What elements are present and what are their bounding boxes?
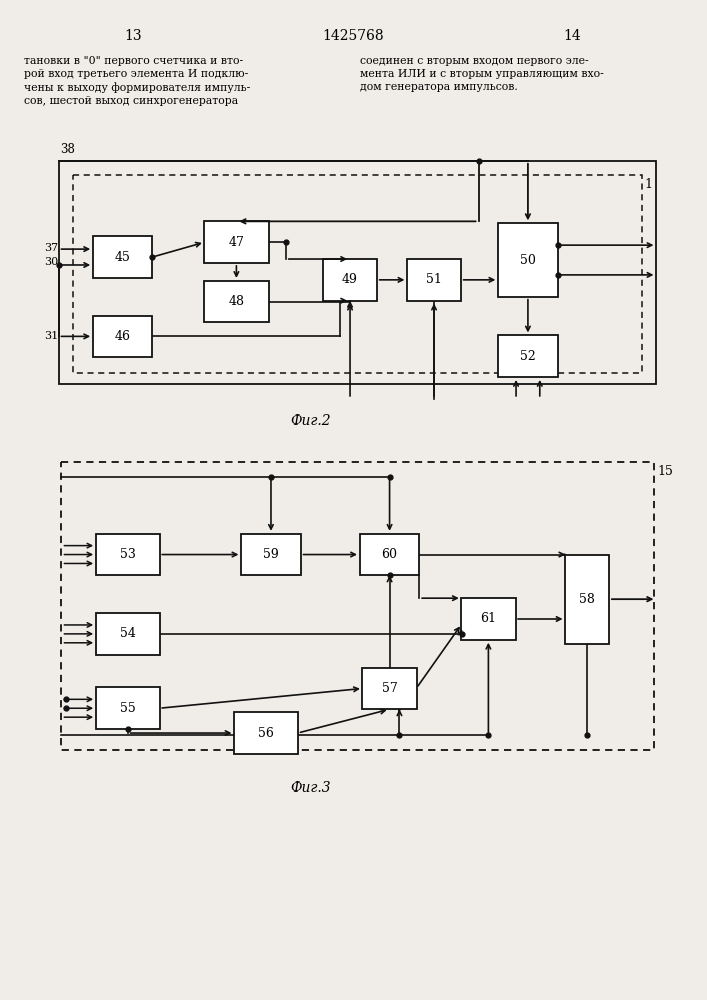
Text: 56: 56: [258, 727, 274, 740]
Bar: [95, 534, 160, 575]
Bar: [461, 598, 515, 640]
Bar: [498, 223, 558, 297]
Bar: [93, 316, 153, 357]
Text: 57: 57: [382, 682, 397, 695]
Text: 13: 13: [124, 29, 141, 43]
Text: 48: 48: [228, 295, 245, 308]
Text: 58: 58: [579, 593, 595, 606]
Text: 38: 38: [61, 143, 76, 156]
Text: 15: 15: [658, 465, 673, 478]
Text: 53: 53: [119, 548, 136, 561]
Bar: [360, 534, 419, 575]
Bar: [62, 462, 655, 750]
Bar: [95, 613, 160, 655]
Text: 59: 59: [263, 548, 279, 561]
Bar: [323, 259, 378, 301]
Bar: [407, 259, 461, 301]
Text: 1425768: 1425768: [322, 29, 384, 43]
Text: 47: 47: [228, 236, 245, 249]
Text: 51: 51: [426, 273, 442, 286]
Text: 45: 45: [115, 251, 131, 264]
Bar: [363, 668, 416, 709]
Text: тановки в "0" первого счетчика и вто-
рой вход третьего элемента И подклю-
чены : тановки в "0" первого счетчика и вто- ро…: [24, 56, 250, 106]
Text: 61: 61: [480, 612, 496, 626]
Bar: [95, 687, 160, 729]
Bar: [565, 555, 609, 644]
Text: 14: 14: [563, 29, 581, 43]
Bar: [241, 534, 300, 575]
Text: 49: 49: [342, 273, 358, 286]
Bar: [204, 221, 269, 263]
Text: 60: 60: [382, 548, 397, 561]
Text: 1: 1: [645, 178, 653, 191]
Text: 30: 30: [45, 257, 59, 267]
Text: 46: 46: [115, 330, 131, 343]
Text: 50: 50: [520, 254, 536, 267]
Text: Фиг.3: Фиг.3: [290, 781, 331, 795]
Text: 54: 54: [119, 627, 136, 640]
Bar: [234, 712, 298, 754]
Bar: [498, 335, 558, 377]
Text: 52: 52: [520, 350, 536, 363]
Bar: [204, 281, 269, 322]
Bar: [59, 161, 656, 384]
Text: соединен с вторым входом первого эле-
мента ИЛИ и с вторым управляющим вхо-
дом : соединен с вторым входом первого эле- ме…: [360, 56, 604, 92]
Text: 31: 31: [45, 331, 59, 341]
Bar: [74, 175, 641, 373]
Text: Фиг.2: Фиг.2: [290, 414, 331, 428]
Bar: [93, 236, 153, 278]
Text: 37: 37: [45, 243, 59, 253]
Text: 55: 55: [119, 702, 136, 715]
